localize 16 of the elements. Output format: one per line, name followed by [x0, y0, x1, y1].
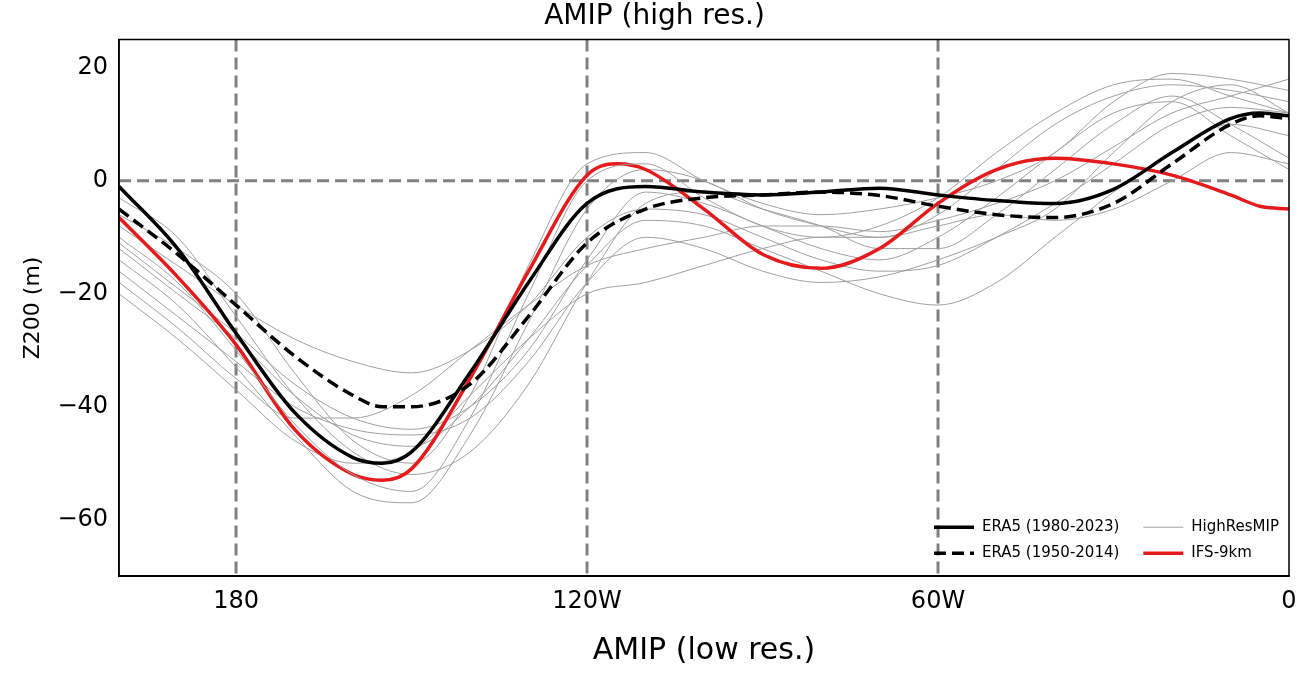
y-tick-label: −40: [57, 390, 109, 419]
legend-label: IFS-9km: [1191, 543, 1252, 562]
chart-title: AMIP (high res.): [544, 0, 765, 32]
y-tick-label: 20: [77, 52, 109, 81]
x-tick-label: 60W: [910, 585, 966, 614]
legend-label: ERA5 (1950-2014): [981, 543, 1120, 562]
legend-label: ERA5 (1980-2023): [981, 517, 1120, 536]
y-tick-label: −60: [57, 503, 109, 532]
legend-label: HighResMIP: [1191, 517, 1280, 536]
x-tick-label: 0: [1281, 585, 1297, 614]
y-tick-label: −20: [57, 278, 109, 307]
x-tick-label: 180: [213, 585, 259, 614]
x-tick-label: 120W: [552, 585, 622, 614]
y-axis-title: Z200 (m): [18, 256, 44, 360]
y-tick-label: 0: [92, 165, 109, 194]
x-axis-title: AMIP (low res.): [592, 630, 816, 666]
